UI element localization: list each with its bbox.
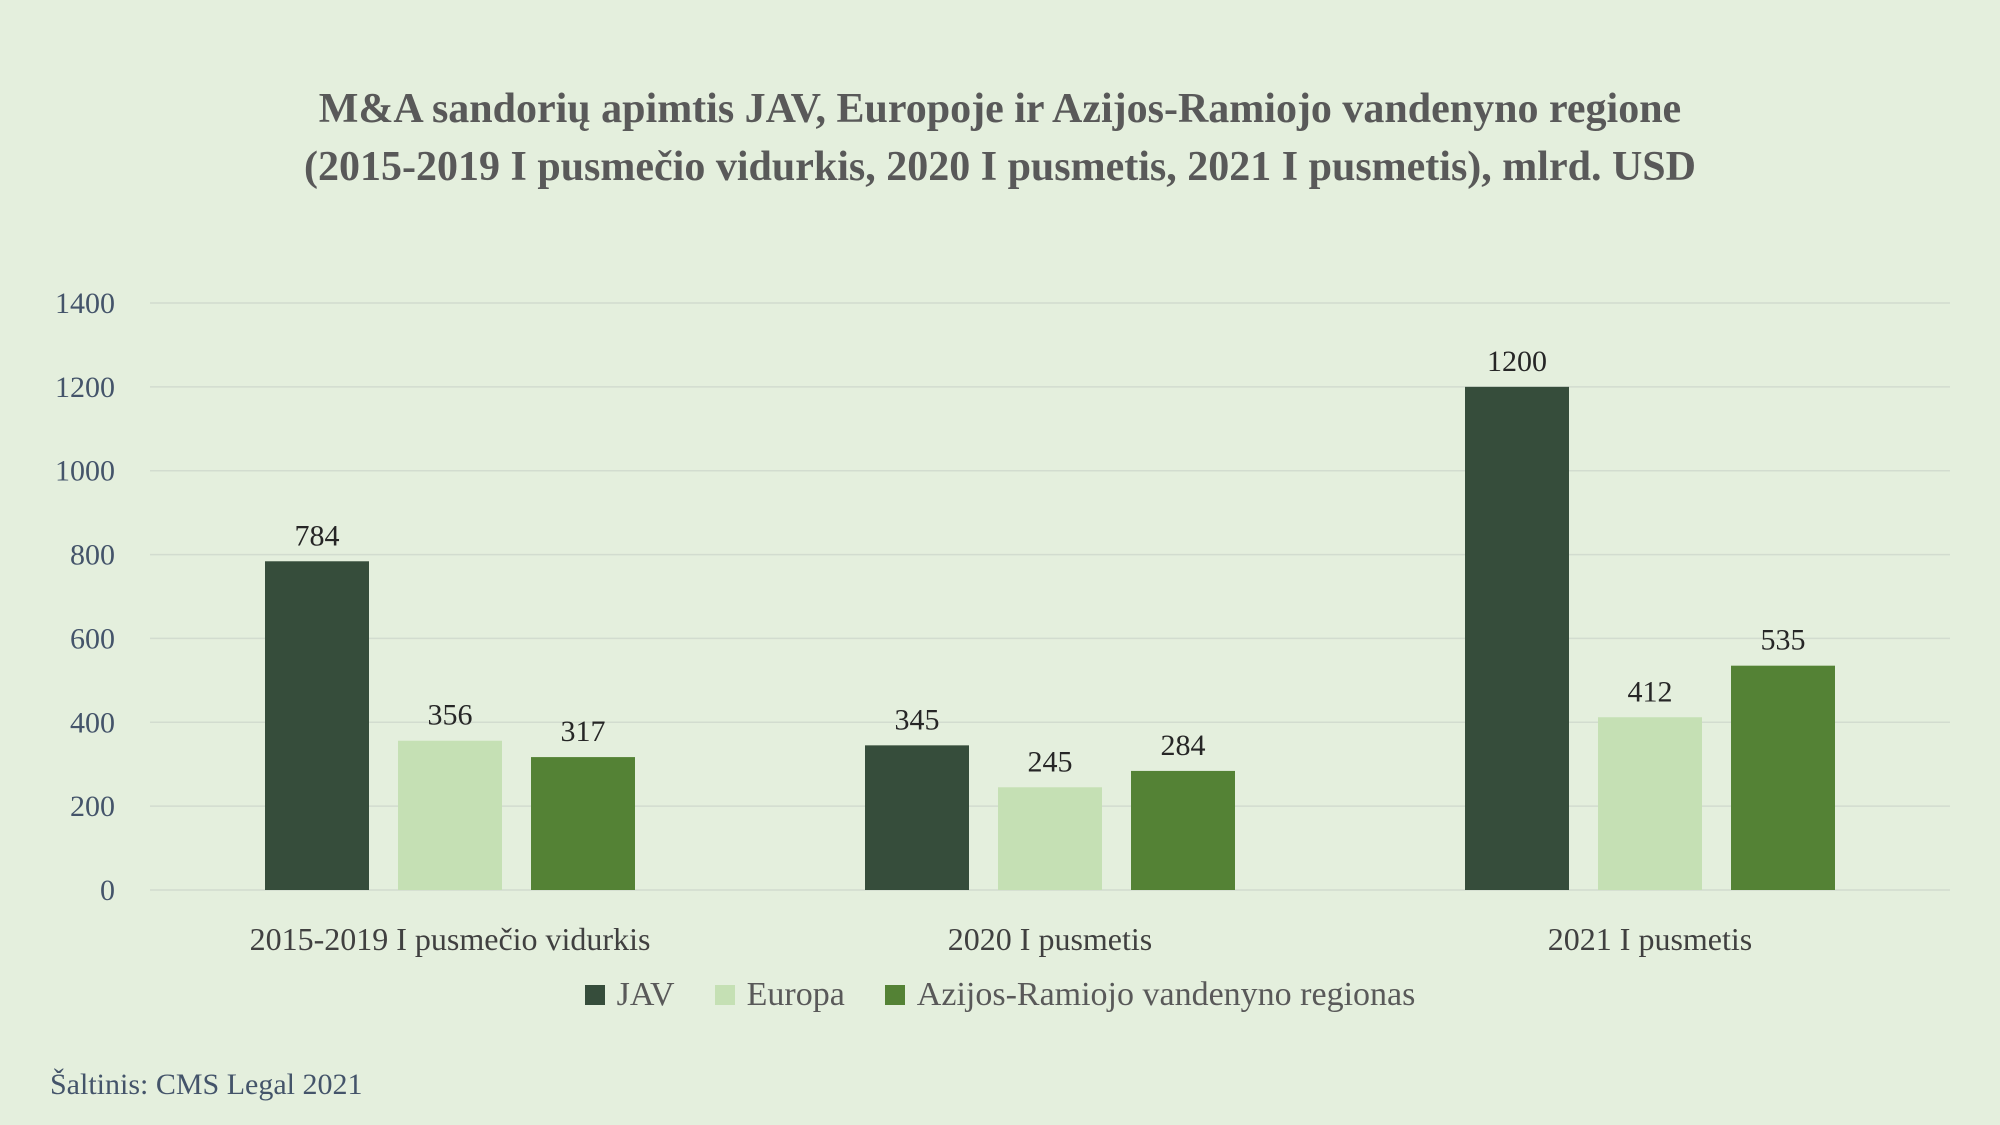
y-tick-label-200: 200 (70, 790, 115, 823)
legend-label-europa: Europa (746, 976, 845, 1013)
chart-title-line-2: (2015-2019 I pusmečio vidurkis, 2020 I p… (304, 144, 1696, 190)
legend-label-jav: JAV (616, 976, 675, 1013)
x-category-label-1: 2015-2019 I pusmečio vidurkis (250, 921, 651, 957)
legend-swatch-jav (584, 985, 605, 1005)
legend-swatch-europa (714, 985, 735, 1005)
legend-swatch-asia-pacific (884, 985, 905, 1005)
y-tick-label-1400: 1400 (55, 287, 115, 320)
y-tick-label-800: 800 (70, 539, 115, 572)
y-tick-label-1200: 1200 (55, 371, 115, 404)
y-tick-label-600: 600 (70, 622, 115, 655)
bar-3-1 (531, 757, 635, 890)
data-label-3-3: 535 (1761, 624, 1806, 657)
bar-chart: 0 200 400 600 800 1000 1200 1400 784 356 317 2015-2… (55, 287, 1950, 957)
data-label-1-3: 1200 (1487, 345, 1547, 378)
data-label-3-2: 284 (1161, 729, 1206, 762)
legend-item-asia-pacific: Azijos-Ramiojo vandenyno regionas (884, 976, 1416, 1014)
legend-item-europa: Europa (714, 976, 845, 1014)
bar-2-3 (1598, 717, 1702, 890)
y-tick-label-0: 0 (100, 874, 115, 907)
x-category-label-2: 2020 I pusmetis (948, 921, 1152, 957)
y-tick-label-1000: 1000 (55, 455, 115, 488)
chart-title: M&A sandorių apimtis JAV, Europoje ir Az… (0, 80, 2000, 196)
bar-1-1 (265, 561, 369, 890)
data-label-1-2: 345 (895, 703, 940, 736)
y-tick-label-400: 400 (70, 706, 115, 739)
data-label-2-1: 356 (428, 699, 473, 732)
data-label-1-1: 784 (295, 519, 340, 552)
bar-1-3 (1465, 386, 1569, 890)
legend-label-asia-pacific: Azijos-Ramiojo vandenyno regionas (916, 976, 1416, 1013)
chart-title-line-1: M&A sandorių apimtis JAV, Europoje ir Az… (318, 86, 1682, 132)
data-label-2-2: 245 (1028, 745, 1073, 778)
bar-3-2 (1131, 770, 1235, 890)
data-label-2-3: 412 (1628, 675, 1673, 708)
bar-2-1 (398, 740, 502, 890)
legend-item-jav: JAV (584, 976, 675, 1014)
bar-1-2 (865, 745, 969, 890)
source-note: Šaltinis: CMS Legal 2021 (50, 1068, 363, 1101)
x-category-label-3: 2021 I pusmetis (1548, 921, 1752, 957)
bar-3-3 (1731, 665, 1835, 890)
bar-2-2 (998, 787, 1102, 890)
data-label-3-1: 317 (561, 715, 606, 748)
chart-legend: JAV Europa Azijos-Ramiojo vandenyno regi… (0, 976, 2000, 1014)
